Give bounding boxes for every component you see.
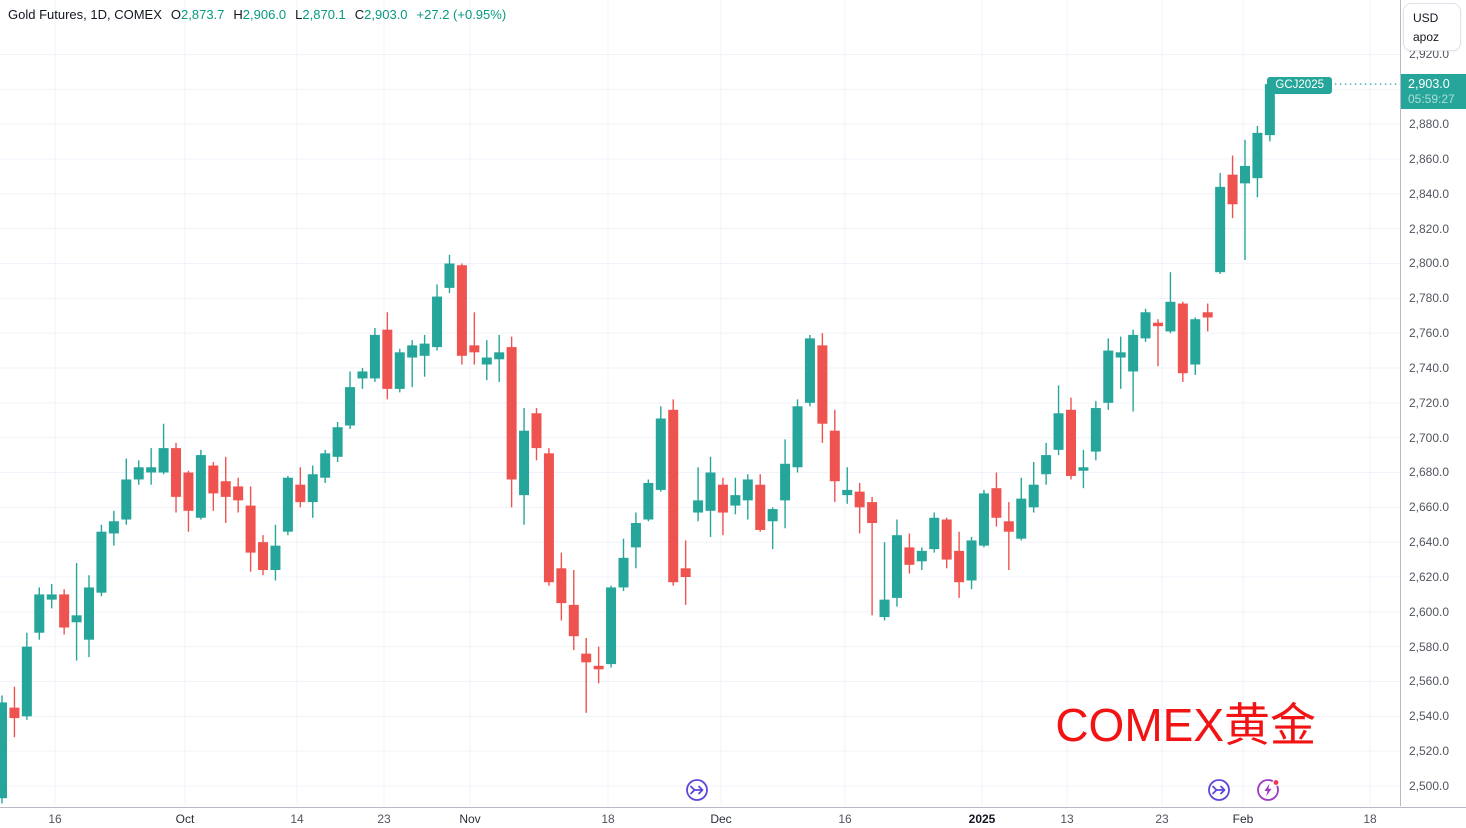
- bar-countdown: 05:59:27: [1408, 92, 1455, 106]
- price-tick-label: 2,520.0: [1409, 744, 1450, 759]
- ohlc-item: C2,903.0: [354, 7, 408, 22]
- last-price-label: 2,903.0 05:59:27: [1401, 74, 1466, 109]
- time-tick-label: Feb: [1232, 812, 1254, 826]
- price-tick-label: 2,680.0: [1409, 465, 1450, 480]
- flash-alert-icon[interactable]: [1255, 777, 1281, 803]
- price-tick-label: 2,540.0: [1409, 709, 1450, 724]
- price-tick-label: 2,740.0: [1409, 360, 1450, 375]
- price-tick-label: 2,860.0: [1409, 151, 1450, 166]
- price-tick-label: 2,700.0: [1409, 430, 1450, 445]
- time-axis[interactable]: 16 Oct 14 23 Nov 18 Dec 16 2025 13 23 Feb 18: [0, 807, 1466, 828]
- price-tick-label: 2,780.0: [1409, 291, 1450, 306]
- chart-pane[interactable]: Gold Futures, 1D, COMEX O2,873.7 H2,906.0 L…: [0, 0, 1400, 806]
- price-tick-label: 2,580.0: [1409, 639, 1450, 654]
- watermark-text: COMEX黄金: [1055, 699, 1316, 751]
- time-tick-label: 23: [1155, 812, 1169, 826]
- currency-label[interactable]: USD: [1413, 11, 1439, 25]
- price-tick-label: 2,880.0: [1409, 117, 1450, 132]
- time-tick-label: 2025: [968, 812, 996, 826]
- time-tick-label: 14: [290, 812, 304, 826]
- last-price-value: 2,903.0: [1408, 77, 1450, 91]
- time-tick-label: Dec: [710, 812, 732, 826]
- time-tick-label: 18: [601, 812, 615, 826]
- notification-dot: [1272, 778, 1280, 787]
- price-tick-label: 2,840.0: [1409, 186, 1450, 201]
- price-tick-label: 2,620.0: [1409, 569, 1450, 584]
- ohlc-item: L2,870.1: [295, 7, 346, 22]
- price-axis[interactable]: USD apoz 2,903.0 05:59:27 2,500.0 2,520.0…: [1400, 0, 1466, 806]
- price-tick-label: 2,800.0: [1409, 256, 1450, 271]
- price-tick-label: 2,560.0: [1409, 674, 1450, 689]
- time-tick-label: Nov: [459, 812, 481, 826]
- currency-unit-box[interactable]: USD apoz: [1403, 3, 1461, 51]
- price-tick-label: 2,720.0: [1409, 395, 1450, 410]
- go-to-realtime-icon[interactable]: [684, 777, 710, 803]
- price-tick-label: 2,760.0: [1409, 326, 1450, 341]
- time-tick-label: 16: [838, 812, 852, 826]
- legend[interactable]: Gold Futures, 1D, COMEX O2,873.7 H2,906.0 L…: [8, 7, 506, 22]
- candlestick-plot[interactable]: [0, 0, 1400, 806]
- time-tick-label: 13: [1060, 812, 1074, 826]
- symbol-title[interactable]: Gold Futures, 1D, COMEX: [8, 7, 162, 22]
- ohlc-item: H2,906.0: [233, 7, 287, 22]
- price-tick-label: 2,600.0: [1409, 604, 1450, 619]
- price-tick-label: 2,820.0: [1409, 221, 1450, 236]
- go-to-realtime-icon[interactable]: [1206, 777, 1232, 803]
- ohlc-readout: O2,873.7 H2,906.0 L2,870.1 C2,903.0 +27.2 (+…: [162, 7, 506, 22]
- price-tick-label: 2,660.0: [1409, 500, 1450, 515]
- time-tick-label: 23: [377, 812, 391, 826]
- time-tick-label: 16: [48, 812, 62, 826]
- price-tick-label: 2,640.0: [1409, 535, 1450, 550]
- change-readout: +27.2 (+0.95%): [416, 7, 507, 22]
- unit-label[interactable]: apoz: [1413, 30, 1440, 44]
- time-tick-label: Oct: [175, 812, 195, 826]
- ohlc-item: O2,873.7: [170, 7, 225, 22]
- series-price-tag: GCJ2025: [1267, 77, 1332, 94]
- time-tick-label: 18: [1363, 812, 1377, 826]
- price-tick-label: 2,500.0: [1409, 779, 1450, 793]
